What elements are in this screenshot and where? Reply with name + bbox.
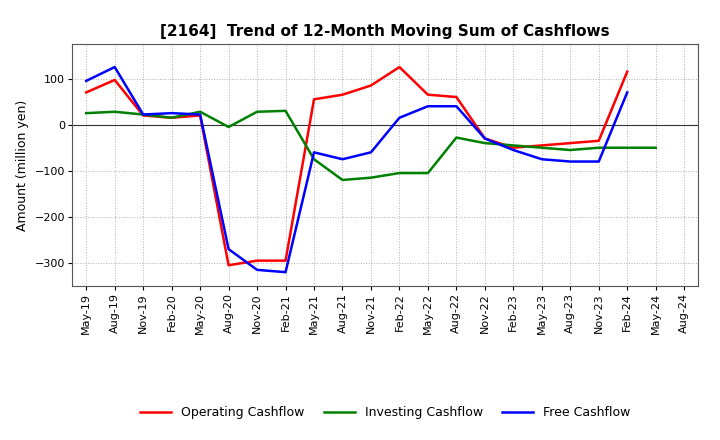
Free Cashflow (366, 150, 375, 155)
Operating Cashflow (366, 83, 375, 88)
Operating Cashflow (253, 258, 261, 263)
Investing Cashflow (196, 109, 204, 114)
Investing Cashflow (338, 177, 347, 183)
Free Cashflow (509, 147, 518, 153)
Free Cashflow (196, 112, 204, 117)
Free Cashflow (338, 157, 347, 162)
Investing Cashflow (395, 170, 404, 176)
Operating Cashflow (423, 92, 432, 97)
Operating Cashflow (196, 113, 204, 118)
Line: Free Cashflow: Free Cashflow (86, 67, 627, 272)
Free Cashflow (623, 90, 631, 95)
Operating Cashflow (480, 136, 489, 141)
Operating Cashflow (623, 69, 631, 74)
Free Cashflow (595, 159, 603, 164)
Operating Cashflow (167, 115, 176, 121)
Operating Cashflow (566, 140, 575, 146)
Free Cashflow (395, 115, 404, 121)
Free Cashflow (253, 267, 261, 272)
Investing Cashflow (566, 147, 575, 153)
Investing Cashflow (452, 135, 461, 140)
Free Cashflow (310, 150, 318, 155)
Investing Cashflow (225, 125, 233, 130)
Operating Cashflow (338, 92, 347, 97)
Operating Cashflow (310, 97, 318, 102)
Title: [2164]  Trend of 12-Month Moving Sum of Cashflows: [2164] Trend of 12-Month Moving Sum of C… (161, 24, 610, 39)
Y-axis label: Amount (million yen): Amount (million yen) (16, 99, 29, 231)
Investing Cashflow (82, 110, 91, 116)
Investing Cashflow (282, 108, 290, 114)
Free Cashflow (110, 64, 119, 70)
Operating Cashflow (139, 113, 148, 118)
Free Cashflow (282, 270, 290, 275)
Investing Cashflow (139, 112, 148, 117)
Operating Cashflow (282, 258, 290, 263)
Investing Cashflow (110, 109, 119, 114)
Investing Cashflow (253, 109, 261, 114)
Investing Cashflow (480, 140, 489, 146)
Investing Cashflow (167, 115, 176, 121)
Operating Cashflow (537, 143, 546, 148)
Free Cashflow (82, 78, 91, 84)
Investing Cashflow (623, 145, 631, 150)
Line: Operating Cashflow: Operating Cashflow (86, 67, 627, 265)
Operating Cashflow (395, 64, 404, 70)
Free Cashflow (423, 103, 432, 109)
Line: Investing Cashflow: Investing Cashflow (86, 111, 656, 180)
Free Cashflow (225, 246, 233, 252)
Investing Cashflow (366, 175, 375, 180)
Operating Cashflow (225, 263, 233, 268)
Investing Cashflow (423, 170, 432, 176)
Investing Cashflow (310, 157, 318, 162)
Operating Cashflow (595, 138, 603, 143)
Operating Cashflow (82, 90, 91, 95)
Free Cashflow (167, 110, 176, 116)
Investing Cashflow (509, 143, 518, 148)
Free Cashflow (566, 159, 575, 164)
Free Cashflow (480, 136, 489, 141)
Operating Cashflow (110, 77, 119, 83)
Legend: Operating Cashflow, Investing Cashflow, Free Cashflow: Operating Cashflow, Investing Cashflow, … (135, 401, 635, 424)
Investing Cashflow (537, 145, 546, 150)
Free Cashflow (139, 112, 148, 117)
Operating Cashflow (452, 94, 461, 99)
Investing Cashflow (652, 145, 660, 150)
Operating Cashflow (509, 145, 518, 150)
Investing Cashflow (595, 145, 603, 150)
Free Cashflow (537, 157, 546, 162)
Free Cashflow (452, 103, 461, 109)
